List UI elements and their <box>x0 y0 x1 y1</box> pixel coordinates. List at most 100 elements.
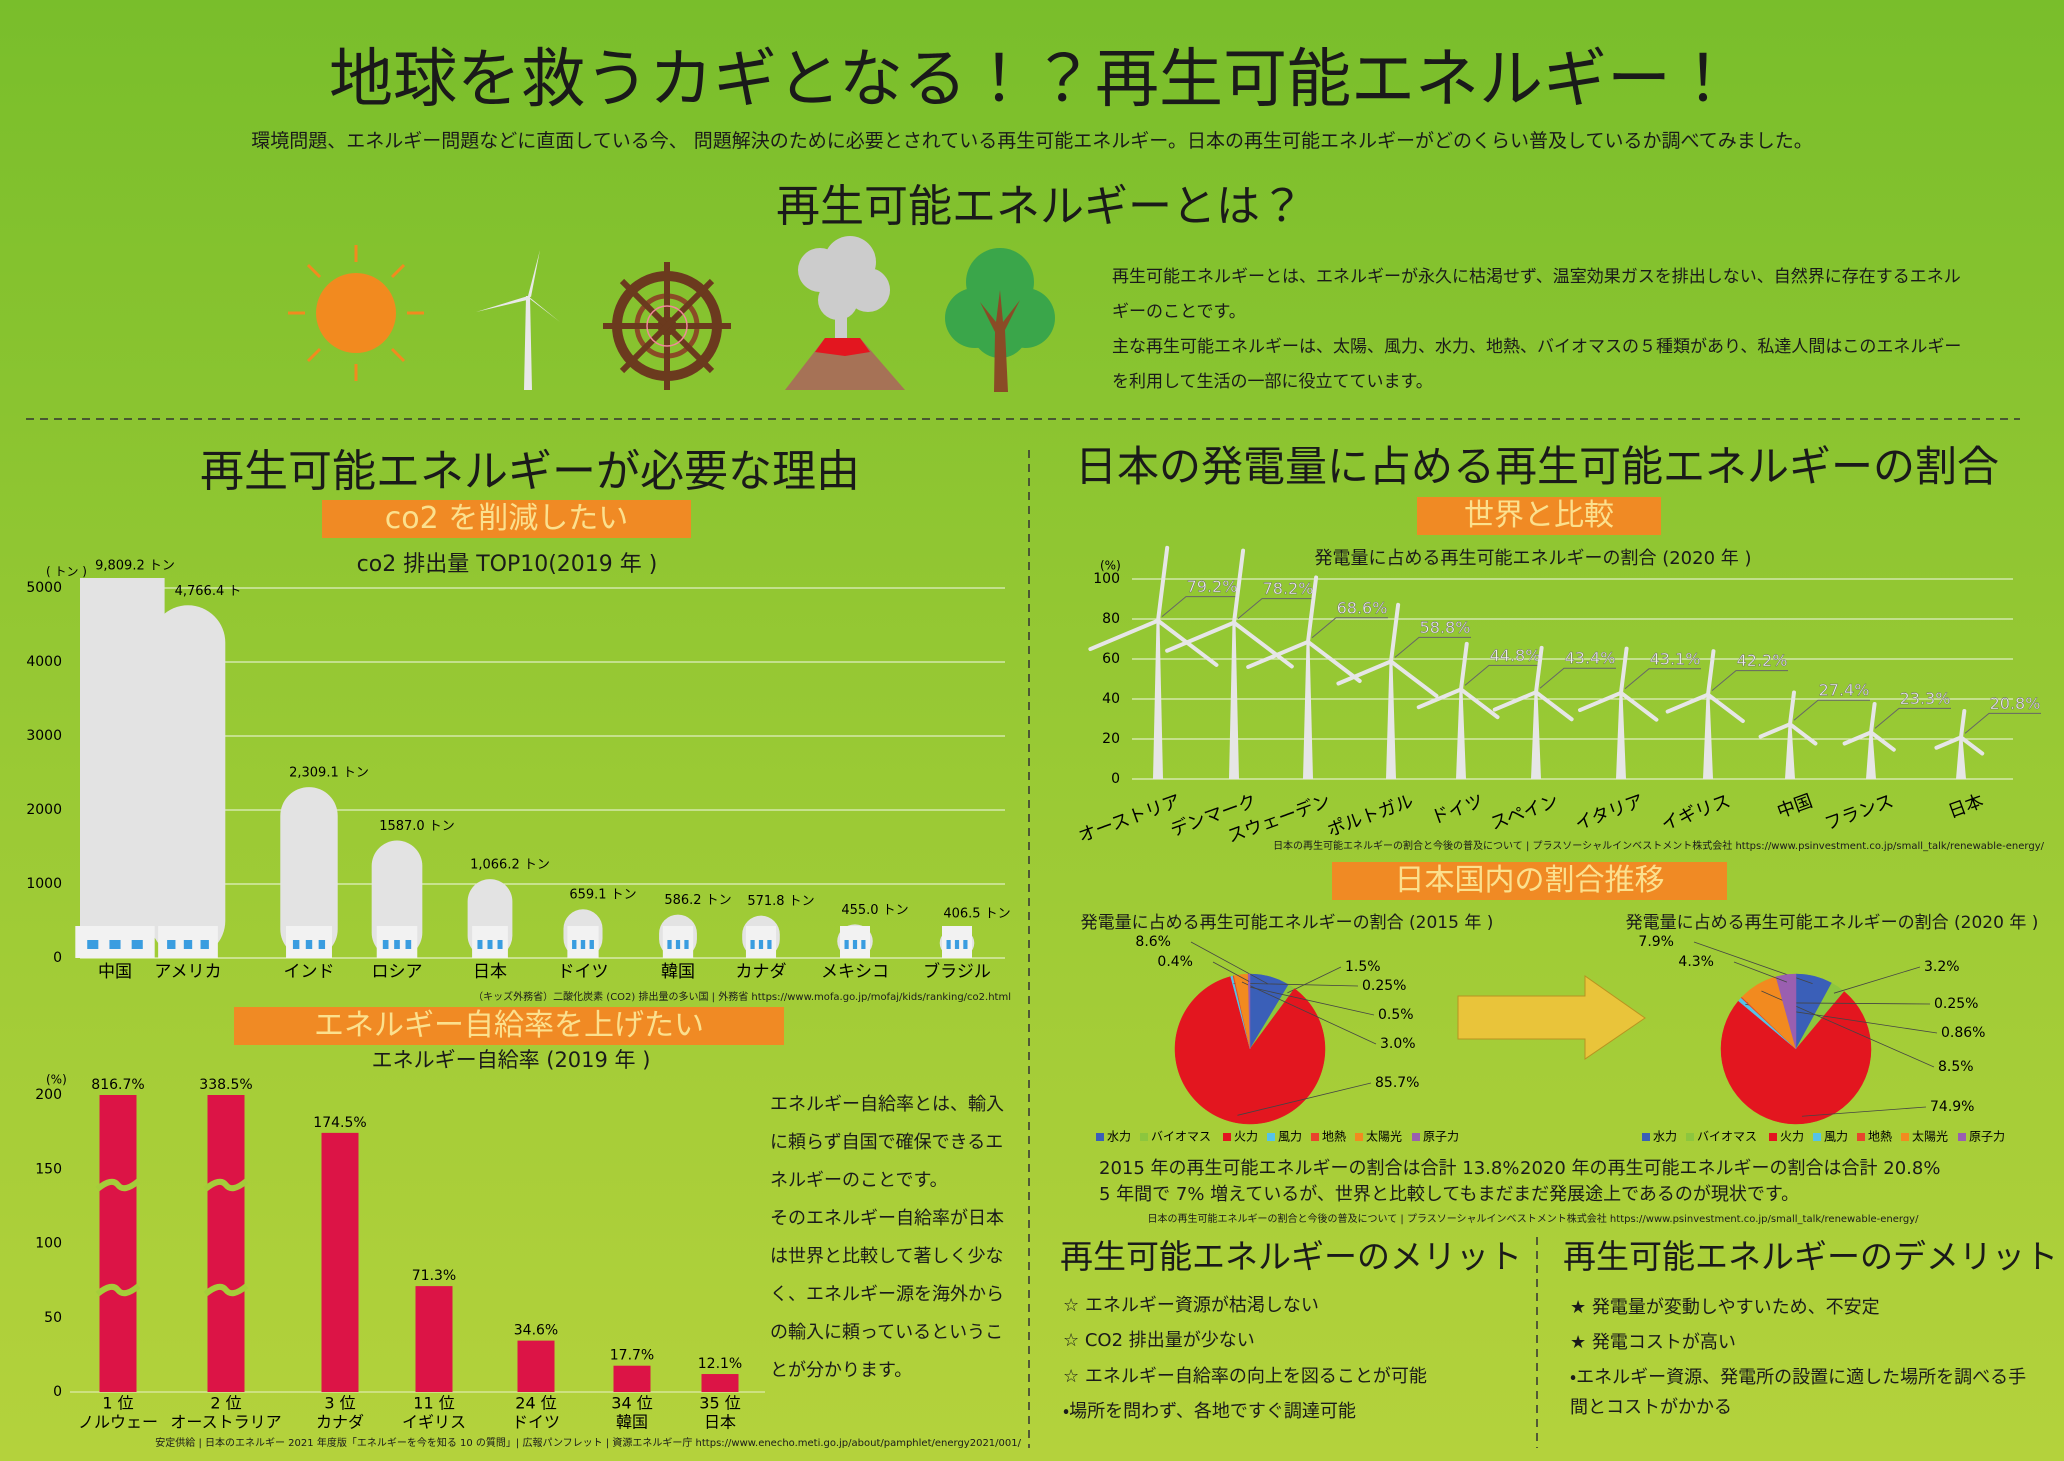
bar <box>517 1340 555 1392</box>
y-tick-label: 100 <box>1093 571 1120 587</box>
legend-label: 風力 <box>1278 1130 1302 1144</box>
factory-window <box>167 940 176 949</box>
x-tick-label: イギリス <box>402 1413 466 1432</box>
value-label: 34.6% <box>514 1323 558 1339</box>
legend-swatch <box>1412 1133 1420 1141</box>
y-tick-label: 1000 <box>26 876 62 892</box>
turbine-blade <box>1459 641 1469 692</box>
x-tick-label: ブラジル <box>923 961 991 982</box>
axis-break <box>203 1283 249 1297</box>
value-label: 12.1% <box>698 1356 742 1372</box>
value-label: 406.5 トン <box>943 906 1010 921</box>
factory-window <box>758 940 764 949</box>
value-label: 0.25% <box>1934 996 1978 1012</box>
legend-label: 地熱 <box>1322 1130 1346 1144</box>
rank-label: 2 位 <box>210 1394 241 1413</box>
leader-line <box>1733 961 1788 983</box>
x-tick-label: イタリア <box>1572 791 1646 835</box>
turbine-tower <box>1303 641 1313 779</box>
bar <box>321 1132 359 1392</box>
chart-title: エネルギー自給率 (2019 年 ) <box>371 1048 651 1072</box>
bar <box>207 1095 245 1392</box>
factory-window <box>963 940 968 949</box>
legend-swatch <box>1140 1133 1148 1141</box>
plot-area <box>99 1095 739 1392</box>
x-tick-label: 日本 <box>704 1413 736 1432</box>
x-tick-label: イギリス <box>1659 791 1734 835</box>
legend-swatch <box>1223 1133 1231 1141</box>
x-tick-label: オーストラリア <box>170 1413 281 1432</box>
turbine-tower <box>1866 732 1876 779</box>
value-label: 43.4% <box>1565 649 1616 668</box>
section-heading: 日本の発電量に占める再生可能エネルギーの割合 <box>1074 442 2000 491</box>
axis-break <box>203 1178 249 1192</box>
factory-window <box>750 940 755 949</box>
x-tick-label: インド <box>284 962 335 982</box>
merit: ・場所を問わず、各地ですぐ調達可能 <box>1063 1401 1356 1422</box>
turbine-blade <box>1619 690 1659 722</box>
value-label: 174.5% <box>313 1115 366 1131</box>
x-tick-label: メキシコ <box>821 962 889 982</box>
turbine-blade <box>1389 602 1401 664</box>
arrow <box>1457 975 1646 1060</box>
axis-break <box>95 1283 141 1297</box>
paragraph: 主な再生可能エネルギーは、太陽、風力、水力、地熱、バイオマスの５種類があり、私達… <box>1112 337 1962 392</box>
bar <box>701 1374 739 1392</box>
note: 5 年間で 7% 増えているが、世界と比較してもまだまだ発展途上であるのが現状で… <box>1099 1184 1800 1205</box>
leader-line <box>1161 596 1238 617</box>
pie-slice <box>1720 991 1872 1125</box>
turbine-blade <box>1534 690 1574 722</box>
turbine-blade <box>1869 730 1896 752</box>
legend-label: 火力 <box>1234 1130 1258 1144</box>
legend-label: バイオマス <box>1151 1130 1211 1144</box>
factory-window <box>667 940 672 949</box>
factory-window <box>405 940 412 949</box>
y-tick-label: 5000 <box>26 580 62 596</box>
tag: 日本国内の割合推移 <box>1332 862 1727 900</box>
factory-window <box>394 940 400 949</box>
merit: ☆ エネルギー自給率の向上を図ることが可能 <box>1063 1366 1427 1387</box>
y-tick-label: 2000 <box>26 802 62 818</box>
paragraph: そのエネルギー自給率が日本は世界と比較して著しく少なく、エネルギー源を海外からの… <box>770 1208 1004 1381</box>
factory-window <box>200 940 209 949</box>
y-tick-label: 0 <box>53 1384 62 1400</box>
value-label: 68.6% <box>1337 598 1388 617</box>
value-label: 1.5% <box>1345 959 1381 975</box>
legend-swatch <box>1958 1133 1966 1141</box>
turbine-blade <box>1416 687 1463 710</box>
leader-line <box>1190 941 1269 985</box>
volcano-icon <box>785 236 905 390</box>
rank-label: 24 位 <box>515 1394 556 1413</box>
value-label: 8.5% <box>1938 1059 1974 1075</box>
turbine-blade <box>1706 692 1745 724</box>
note: 2020 年の再生可能エネルギーの割合は合計 20.8% <box>1520 1158 1941 1179</box>
turbine-blade <box>1088 618 1160 652</box>
factory-window <box>497 940 503 949</box>
value-label: 42.2% <box>1737 651 1788 670</box>
y-tick-label: 0 <box>1111 771 1120 787</box>
turbine-tower <box>1785 724 1795 779</box>
value-label: 44.8% <box>1490 646 1541 665</box>
x-tick-label: 日本 <box>1945 791 1986 823</box>
factory-window <box>861 940 866 949</box>
x-tick-label: ドイツ <box>512 1413 560 1432</box>
value-label: 571.8 トン <box>747 894 814 909</box>
value-label: 71.3% <box>412 1268 456 1284</box>
turbine-tower <box>1531 692 1541 779</box>
y-tick-label: 100 <box>35 1236 62 1252</box>
factory-window <box>305 940 313 949</box>
value-label: 9,809.2 トン <box>95 559 175 574</box>
rank-label: 35 位 <box>699 1394 740 1413</box>
legend-swatch <box>1267 1133 1275 1141</box>
paragraph: エネルギー自給率とは、輸入に頼らず自国で確保できるエネルギーのことです。 <box>770 1094 1004 1191</box>
turbine-blade <box>1842 730 1873 746</box>
leader-line <box>1287 966 1342 994</box>
smoke-column <box>280 787 338 958</box>
tree-icon <box>945 248 1055 392</box>
legend-label: 原子力 <box>1423 1130 1459 1144</box>
tag: 世界と比較 <box>1417 497 1661 535</box>
rank-label: 11 位 <box>413 1394 454 1413</box>
rank-label: 34 位 <box>611 1394 652 1413</box>
x-tick-label: 中国 <box>98 962 132 982</box>
value-label: 2,309.1 トン <box>289 766 369 781</box>
